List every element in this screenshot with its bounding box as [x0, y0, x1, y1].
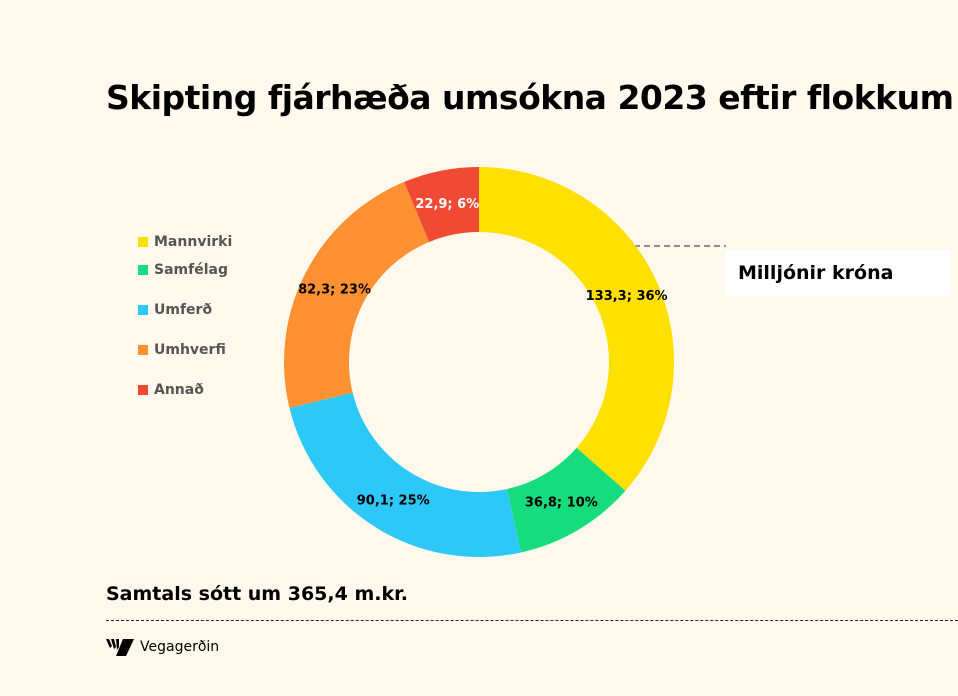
legend-item: Samfélag: [138, 238, 232, 302]
logo-text: Vegagerðin: [140, 639, 220, 655]
data-label: 82,3; 23%: [298, 283, 371, 298]
legend-swatch: [138, 345, 148, 355]
slice-samfélag: [506, 447, 626, 553]
legend-swatch: [138, 385, 148, 395]
legend-label: Umhverfi: [154, 342, 226, 358]
chart-title: Skipting fjárhæða umsókna 2023 eftir flo…: [106, 78, 954, 117]
legend-swatch: [138, 305, 148, 315]
legend-item: Umferð: [138, 278, 232, 342]
unit-label: Milljónir króna: [725, 250, 951, 296]
vegagerdin-logo: Vegagerðin: [106, 636, 219, 658]
divider: [106, 620, 958, 621]
legend-label: Umferð: [154, 302, 213, 318]
slice-mannvirki: [479, 167, 674, 491]
legend-label: Samfélag: [154, 262, 228, 278]
legend-swatch: [138, 265, 148, 275]
legend: Mannvirki Samfélag Umferð Umhverfi Annað: [138, 222, 232, 422]
slice-annað: [404, 167, 479, 242]
logo-icon: [106, 639, 134, 656]
legend-swatch: [138, 237, 148, 247]
slice-umferð: [289, 392, 521, 557]
data-label: 133,3; 36%: [586, 289, 668, 304]
legend-item: Mannvirki: [138, 222, 232, 262]
total-text: Samtals sótt um 365,4 m.kr.: [106, 583, 408, 605]
legend-item: Annað: [138, 358, 232, 422]
slice-umhverfi: [284, 181, 430, 409]
legend-label: Annað: [154, 382, 204, 398]
data-label: 36,8; 10%: [525, 496, 598, 511]
legend-label: Mannvirki: [154, 234, 233, 250]
data-label: 90,1; 25%: [357, 493, 430, 508]
data-label: 22,9; 6%: [415, 197, 479, 212]
legend-item: Umhverfi: [138, 318, 232, 382]
